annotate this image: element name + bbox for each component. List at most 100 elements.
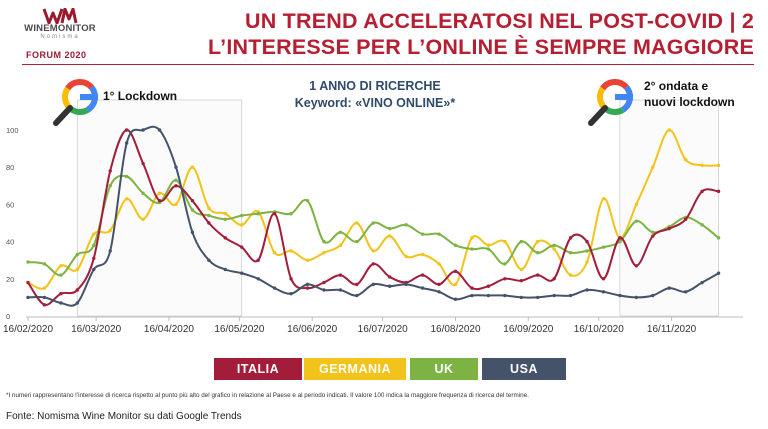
data-point-italia (355, 282, 359, 287)
data-point-germania (486, 243, 491, 248)
line-chart: 0 20 40 60 80 100 16/02/2020 16/03/2020 16/04/20… (3, 79, 743, 335)
x-tick-label: 16/06/2020 (287, 324, 337, 335)
data-point-uk (75, 252, 80, 257)
data-point-germania (437, 262, 441, 266)
data-point-italia (716, 189, 721, 194)
legend-item-usa: USA (482, 358, 566, 380)
data-point-usa (535, 295, 540, 300)
data-point-germania (141, 217, 145, 221)
data-point-germania (240, 223, 244, 227)
logo-name: WINEMONITOR (24, 23, 96, 34)
data-point-germania (322, 251, 326, 255)
data-point-usa (207, 258, 211, 262)
data-point-uk (42, 262, 47, 266)
data-point-germania (453, 282, 458, 287)
data-point-usa (437, 290, 441, 294)
data-point-germania (174, 202, 178, 207)
data-point-usa (601, 290, 606, 294)
data-point-germania (190, 165, 195, 169)
annotation-second-wave-line2: nuovi lockdown (644, 95, 735, 109)
data-point-usa (289, 291, 293, 296)
data-point-uk (420, 232, 425, 236)
data-point-usa (322, 288, 326, 292)
shaded-period-1 (76, 99, 243, 317)
data-point-uk (651, 230, 655, 234)
data-point-italia (108, 169, 112, 173)
data-point-germania (124, 197, 129, 201)
data-point-italia (437, 282, 441, 287)
data-point-uk (535, 251, 540, 255)
data-point-uk (322, 239, 326, 244)
shaded-period-2 (619, 99, 719, 317)
data-point-germania (371, 249, 375, 253)
data-point-italia (618, 236, 622, 240)
data-point-germania (338, 243, 343, 248)
data-point-usa (404, 282, 408, 287)
data-point-germania (75, 267, 80, 272)
legend-item-germania: GERMANIA (304, 358, 406, 380)
data-point-uk (453, 243, 458, 248)
data-point-italia (124, 128, 129, 132)
data-point-italia (371, 262, 375, 266)
data-point-italia (207, 221, 211, 225)
x-tick-label: 16/11/2020 (647, 324, 697, 335)
data-point-usa (338, 288, 343, 292)
data-point-uk (256, 212, 260, 216)
data-point-germania (470, 236, 474, 240)
data-point-usa (92, 267, 96, 272)
data-point-italia (634, 264, 639, 268)
data-point-uk (470, 247, 474, 251)
data-point-germania (552, 247, 556, 251)
data-point-uk (190, 208, 195, 212)
data-point-uk (519, 239, 523, 244)
data-point-usa (503, 293, 507, 298)
winemonitor-logo-icon (42, 8, 78, 24)
data-point-usa (190, 230, 195, 234)
data-point-germania (420, 252, 425, 257)
data-point-usa (618, 293, 622, 298)
data-point-uk (141, 191, 145, 195)
logo-sub: Nomisma (40, 34, 80, 40)
data-point-usa (683, 290, 688, 294)
data-point-italia (388, 275, 392, 279)
data-point-italia (256, 258, 260, 262)
footnote: *I numeri rappresentano l’interesse di r… (6, 392, 529, 399)
data-point-uk (618, 239, 622, 244)
data-point-germania (157, 191, 162, 195)
source-note: Fonte: Nomisma Wine Monitor su dati Goog… (6, 411, 242, 422)
legend-item-uk: UK (410, 358, 478, 380)
data-point-italia (272, 212, 277, 216)
y-tick-label: 0 (6, 312, 10, 321)
data-point-germania (42, 286, 47, 290)
data-point-italia (322, 280, 326, 285)
data-point-italia (75, 288, 80, 292)
data-point-germania (535, 239, 540, 244)
data-point-italia (568, 236, 573, 240)
data-point-italia (223, 236, 228, 240)
google-search-icon (53, 79, 98, 126)
y-tick-label: 60 (6, 200, 14, 209)
data-point-germania (289, 249, 293, 253)
data-point-usa (174, 165, 178, 169)
data-point-uk (700, 223, 704, 227)
data-point-italia (651, 234, 655, 238)
data-point-usa (667, 286, 671, 290)
data-point-italia (519, 278, 523, 283)
x-tick-label: 16/02/2020 (3, 324, 53, 335)
data-point-germania (272, 251, 277, 255)
data-point-uk (585, 249, 589, 253)
annotation-second-wave: 2° ondata e nuovi lockdown (644, 78, 735, 110)
data-point-italia (535, 273, 540, 277)
data-point-usa (453, 297, 458, 301)
data-point-usa (371, 282, 375, 287)
data-point-italia (453, 269, 458, 274)
data-point-germania (568, 273, 573, 277)
data-point-italia (92, 256, 96, 261)
data-point-germania (92, 232, 96, 236)
data-point-italia (700, 189, 704, 194)
data-point-usa (552, 293, 556, 298)
data-point-germania (519, 267, 523, 272)
brand-logo: WINEMONITOR Nomisma (22, 8, 98, 41)
data-point-italia (601, 277, 606, 281)
data-point-usa (157, 128, 162, 132)
